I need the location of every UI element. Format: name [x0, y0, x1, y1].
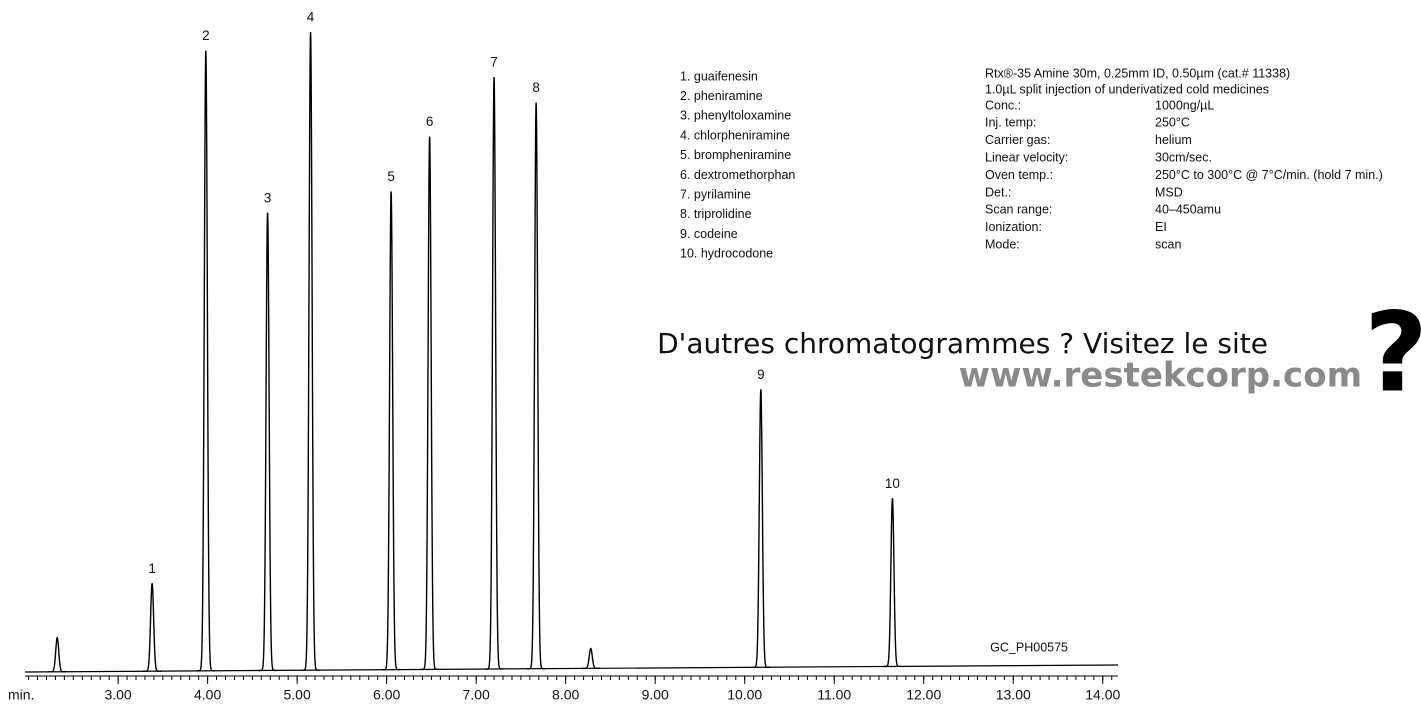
x-tick-label: 7.00 [463, 687, 490, 703]
condition-value: 40–450amu [1155, 203, 1221, 217]
condition-label: Scan range: [985, 203, 1052, 217]
peak [196, 50, 215, 672]
compound-item: 9. codeine [680, 227, 738, 241]
compound-item: 8. triprolidine [680, 207, 752, 221]
x-tick-label: 6.00 [373, 687, 400, 703]
compound-item: 1. guaifenesin [680, 69, 758, 83]
compound-item: 6. dextromethorphan [680, 168, 795, 182]
compound-item: 7. pyrilamine [680, 187, 751, 201]
condition-label: Ionization: [985, 220, 1042, 234]
x-tick-label: 4.00 [194, 687, 221, 703]
compound-item: 4. chlorpheniramine [680, 128, 790, 142]
peak-label: 9 [757, 367, 765, 382]
peak [527, 102, 546, 670]
peak [420, 136, 439, 671]
promo-url: www.restekcorp.com [959, 356, 1362, 396]
x-tick-label: 3.00 [104, 687, 131, 703]
peak [258, 212, 277, 672]
condition-value: EI [1155, 220, 1167, 234]
peak [48, 636, 67, 673]
peak-label: 4 [307, 10, 315, 25]
condition-value: 250°C to 300°C @ 7°C/min. (hold 7 min.) [1155, 168, 1383, 182]
peak-label: 5 [387, 169, 395, 184]
peak-label: 10 [885, 476, 900, 491]
condition-value: 250°C [1155, 116, 1190, 130]
x-axis-label: min. [8, 687, 34, 703]
x-tick-label: 13.00 [996, 687, 1031, 703]
peak-label: 1 [148, 561, 156, 576]
peak [381, 191, 401, 671]
condition-label: Inj. temp: [985, 116, 1036, 130]
promo-line: D'autres chromatogrammes ? Visitez le si… [657, 327, 1268, 360]
condition-value: 1000ng/µL [1155, 98, 1214, 112]
condition-value: MSD [1155, 185, 1183, 199]
peak [142, 583, 162, 672]
x-tick-label: 5.00 [284, 687, 311, 703]
peak-label: 2 [202, 28, 210, 43]
peak [883, 498, 902, 668]
x-tick-label: 12.00 [906, 687, 941, 703]
figure-id: GC_PH00575 [990, 640, 1068, 654]
compound-item: 10. hydrocodone [680, 247, 773, 261]
promo-icon: ? [1364, 288, 1421, 416]
condition-label: Det.: [985, 185, 1011, 199]
peak-label: 8 [532, 80, 540, 95]
peak [751, 389, 770, 669]
baseline [24, 664, 1119, 673]
conditions-header: 1.0µL split injection of underivatized c… [985, 82, 1269, 96]
x-tick-label: 10.00 [727, 687, 762, 703]
x-tick-label: 9.00 [642, 687, 669, 703]
condition-label: Conc.: [985, 98, 1021, 112]
x-tick-label: 14.00 [1085, 687, 1120, 703]
conditions-header: Rtx®-35 Amine 30m, 0.25mm ID, 0.50µm (ca… [985, 66, 1290, 80]
condition-value: 30cm/sec. [1155, 150, 1212, 164]
peak-label: 6 [426, 114, 434, 129]
compound-item: 5. brompheniramine [680, 148, 791, 162]
condition-label: Oven temp.: [985, 168, 1053, 182]
x-tick-label: 11.00 [817, 687, 851, 703]
condition-label: Carrier gas: [985, 133, 1050, 147]
peak [301, 31, 320, 671]
peak-label: 3 [264, 190, 272, 205]
condition-value: scan [1155, 237, 1181, 251]
x-tick-label: 8.00 [552, 687, 579, 703]
condition-label: Linear velocity: [985, 150, 1068, 164]
peak [484, 77, 504, 670]
peak-label: 7 [490, 55, 498, 70]
compound-item: 3. phenyltoloxamine [680, 109, 791, 123]
compound-item: 2. pheniramine [680, 89, 763, 103]
peak [581, 647, 600, 670]
condition-label: Mode: [985, 237, 1020, 251]
condition-value: helium [1155, 133, 1192, 147]
